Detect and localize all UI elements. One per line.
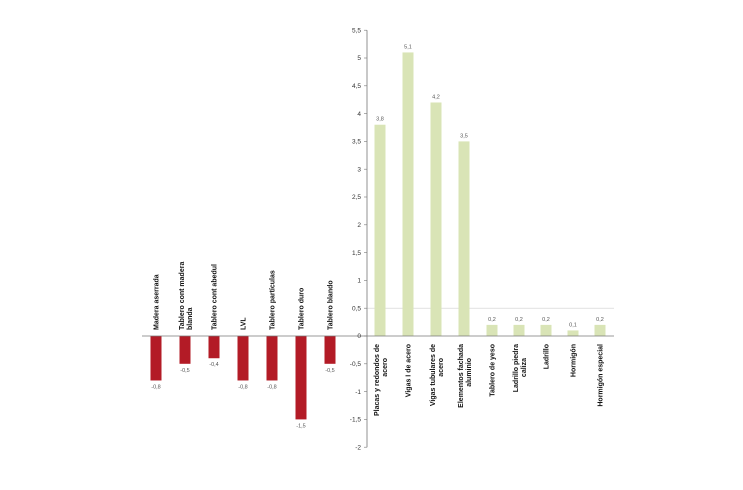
category-label: Hormigón bbox=[571, 344, 578, 377]
category-label-line: Vigas tubulares de bbox=[430, 344, 437, 406]
category-label-text: Vigas I de acero bbox=[406, 344, 413, 397]
y-tick-label: 4 bbox=[357, 111, 361, 118]
data-label: 0,2 bbox=[515, 317, 523, 323]
y-tick-label: 3 bbox=[357, 166, 361, 173]
bar bbox=[486, 324, 498, 336]
y-tick-label: 4,5 bbox=[352, 83, 361, 90]
category-label-line: blanda bbox=[187, 307, 194, 330]
category-label-text: Elementos fachadaaluminio bbox=[458, 344, 473, 408]
category-label: Hormigón especial bbox=[598, 344, 605, 407]
bar bbox=[458, 141, 470, 336]
category-label: LVL bbox=[241, 317, 248, 330]
category-label-line: caliza bbox=[521, 358, 528, 377]
y-tick-label: 0 bbox=[357, 333, 361, 340]
data-label: -0,5 bbox=[180, 368, 189, 374]
category-label-text: Tablero cont abedul bbox=[212, 264, 219, 330]
category-label: Elementos fachadaaluminio bbox=[458, 344, 473, 408]
bars bbox=[150, 52, 606, 420]
category-label-text: Hormigón especial bbox=[598, 344, 605, 407]
category-label: Vigas tubulares deacero bbox=[430, 344, 445, 406]
y-tick-label: 1,5 bbox=[352, 250, 361, 257]
category-label: Tablero duro bbox=[299, 288, 306, 330]
category-label: Vigas I de acero bbox=[406, 344, 413, 397]
category-label: Tablero cont abedul bbox=[212, 264, 219, 330]
bar bbox=[150, 336, 162, 381]
data-label: -1,5 bbox=[296, 423, 305, 429]
y-tick-label: -2 bbox=[355, 444, 361, 451]
category-label: Tablero de yeso bbox=[490, 344, 497, 397]
bar bbox=[513, 324, 525, 336]
category-label-text: Tablero blando bbox=[328, 280, 335, 330]
y-tick-label: 2 bbox=[357, 222, 361, 229]
category-label-text: Ladrillo bbox=[544, 344, 551, 369]
bar bbox=[208, 336, 220, 359]
bar bbox=[402, 52, 414, 336]
y-tick-label: 2,5 bbox=[352, 194, 361, 201]
bar bbox=[430, 102, 442, 336]
y-ticks: -2 -1,5 -1 -0,5 0 0,5 1 1,5 2 2,5 3 3,5 4 4,5 5 5,5 bbox=[350, 27, 367, 451]
category-label-text: Ladrillo piedracaliza bbox=[513, 344, 528, 392]
y-tick-label: 3,5 bbox=[352, 139, 361, 146]
category-label: Placas y redondos deacero bbox=[374, 344, 389, 416]
category-label-text: Vigas tubulares deacero bbox=[430, 344, 445, 406]
category-label-text: LVL bbox=[241, 317, 248, 330]
data-labels: -0,8 -0,5 -0,4 -0,8 -0,8 -1,5 -0,5 3,8 5,1 4,2 3,5… bbox=[151, 44, 604, 429]
category-label-text: Hormigón bbox=[571, 344, 578, 377]
bar bbox=[179, 336, 191, 364]
category-label: Madera aserrada bbox=[154, 274, 161, 330]
bar bbox=[594, 324, 606, 336]
bar bbox=[237, 336, 249, 381]
data-label: 0,1 bbox=[569, 322, 577, 328]
category-label-line: Ladrillo piedra bbox=[513, 344, 520, 392]
y-tick-label: 0,5 bbox=[352, 305, 361, 312]
bar bbox=[567, 330, 579, 336]
data-label: 0,2 bbox=[488, 317, 496, 323]
y-tick-label: 1 bbox=[357, 278, 361, 285]
data-label: 0,2 bbox=[542, 317, 550, 323]
bar bbox=[540, 324, 552, 336]
y-tick-label: 5,5 bbox=[352, 27, 361, 34]
category-label-line: Tablero cont madera bbox=[179, 262, 186, 330]
bar bbox=[324, 336, 336, 364]
category-label-line: acero bbox=[382, 358, 389, 377]
y-tick-label: -1 bbox=[355, 389, 361, 396]
category-label-text: Tablero partículas bbox=[270, 270, 277, 330]
category-label-text: Tablero de yeso bbox=[490, 344, 497, 397]
bar bbox=[295, 336, 307, 420]
data-label: -0,8 bbox=[267, 384, 276, 390]
data-label: 5,1 bbox=[404, 44, 412, 50]
data-label: -0,8 bbox=[151, 384, 160, 390]
data-label: 3,8 bbox=[376, 117, 384, 123]
bar bbox=[266, 336, 278, 381]
category-label-text: Tablero cont maderablanda bbox=[179, 262, 194, 330]
y-tick-label: 5 bbox=[357, 55, 361, 62]
data-label: 3,5 bbox=[460, 133, 468, 139]
data-label: -0,4 bbox=[209, 362, 218, 368]
y-tick-label: -1,5 bbox=[350, 417, 362, 424]
bar bbox=[374, 124, 386, 336]
category-label-text: Tablero duro bbox=[299, 288, 306, 330]
category-label-text: Placas y redondos deacero bbox=[374, 344, 389, 416]
data-label: -0,8 bbox=[238, 384, 247, 390]
category-label-line: Elementos fachada bbox=[458, 344, 465, 408]
data-label: -0,5 bbox=[325, 368, 334, 374]
y-tick-label: -0,5 bbox=[350, 361, 362, 368]
data-label: 4,2 bbox=[432, 94, 440, 100]
category-label-line: aluminio bbox=[466, 358, 473, 387]
data-label: 0,2 bbox=[596, 317, 604, 323]
category-labels: Madera aserrada Tablero cont maderablanda… bbox=[154, 262, 605, 416]
category-label: Tablero cont maderablanda bbox=[179, 262, 194, 330]
category-label: Tablero partículas bbox=[270, 270, 277, 330]
category-label-text: Madera aserrada bbox=[154, 274, 161, 330]
category-label-line: acero bbox=[438, 358, 445, 377]
category-label-line: Placas y redondos de bbox=[374, 344, 381, 416]
category-label: Ladrillo bbox=[544, 344, 551, 369]
category-label: Ladrillo piedracaliza bbox=[513, 344, 528, 392]
category-label: Tablero blando bbox=[328, 280, 335, 330]
